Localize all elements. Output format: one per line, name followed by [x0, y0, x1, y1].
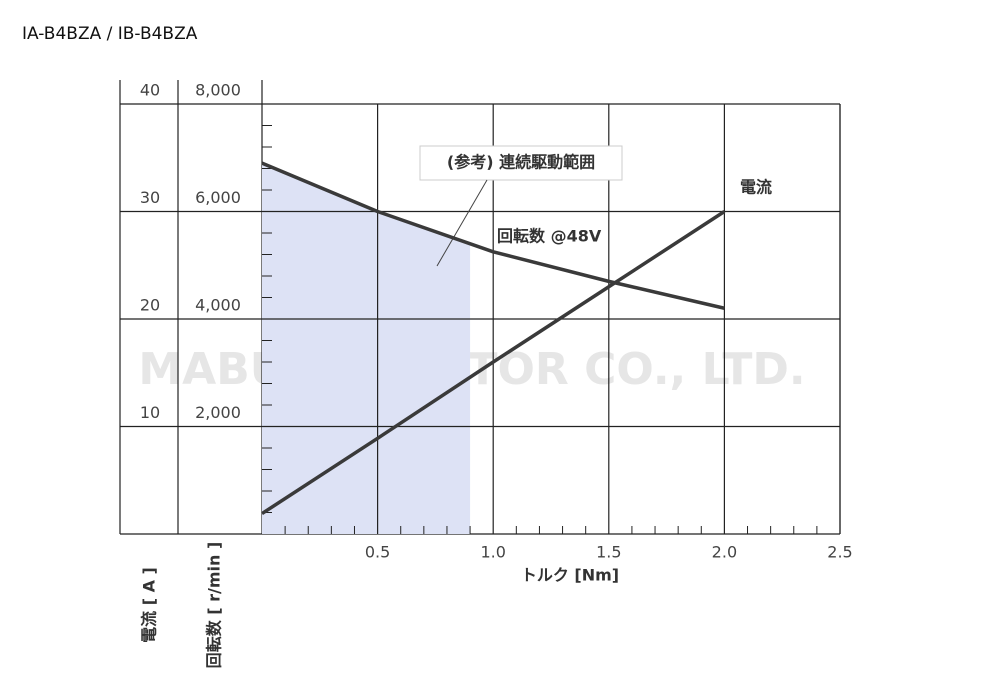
x-tick-label: 1.0	[480, 543, 505, 562]
y2-tick-label: 4,000	[195, 296, 241, 315]
y-tick-label: 40	[140, 81, 160, 100]
y2-axis-label: 回転数 [ r/min ]	[205, 542, 224, 669]
y2-tick-label: 2,000	[195, 403, 241, 422]
annotation: (参考) 連続駆動範囲	[447, 153, 595, 172]
y-tick-label: 10	[140, 403, 160, 422]
x-tick-label: 2.0	[712, 543, 737, 562]
y-axis-label: 電流 [ A ]	[140, 567, 159, 643]
x-tick-label: 0.5	[365, 543, 390, 562]
series-line	[261, 210, 726, 516]
y2-tick-label: 8,000	[195, 81, 241, 100]
x-axis-label: トルク [Nm]	[521, 566, 619, 585]
x-tick-label: 1.5	[596, 543, 621, 562]
series-label: 回転数 @48V	[497, 227, 602, 246]
x-tick-label: 2.5	[827, 543, 852, 562]
watermark: MABUCHI MOTOR CO., LTD.	[138, 344, 805, 395]
annotation-box	[419, 145, 623, 181]
annotation-leader	[436, 179, 488, 267]
y2-tick-label: 6,000	[195, 188, 241, 207]
chart-title: IA-B4BZA / IB-B4BZA	[22, 24, 198, 44]
y-tick-label: 20	[140, 296, 160, 315]
series-label: 電流	[740, 178, 772, 197]
y-tick-label: 30	[140, 188, 160, 207]
series-line	[261, 161, 725, 310]
shaded-region	[262, 163, 471, 534]
